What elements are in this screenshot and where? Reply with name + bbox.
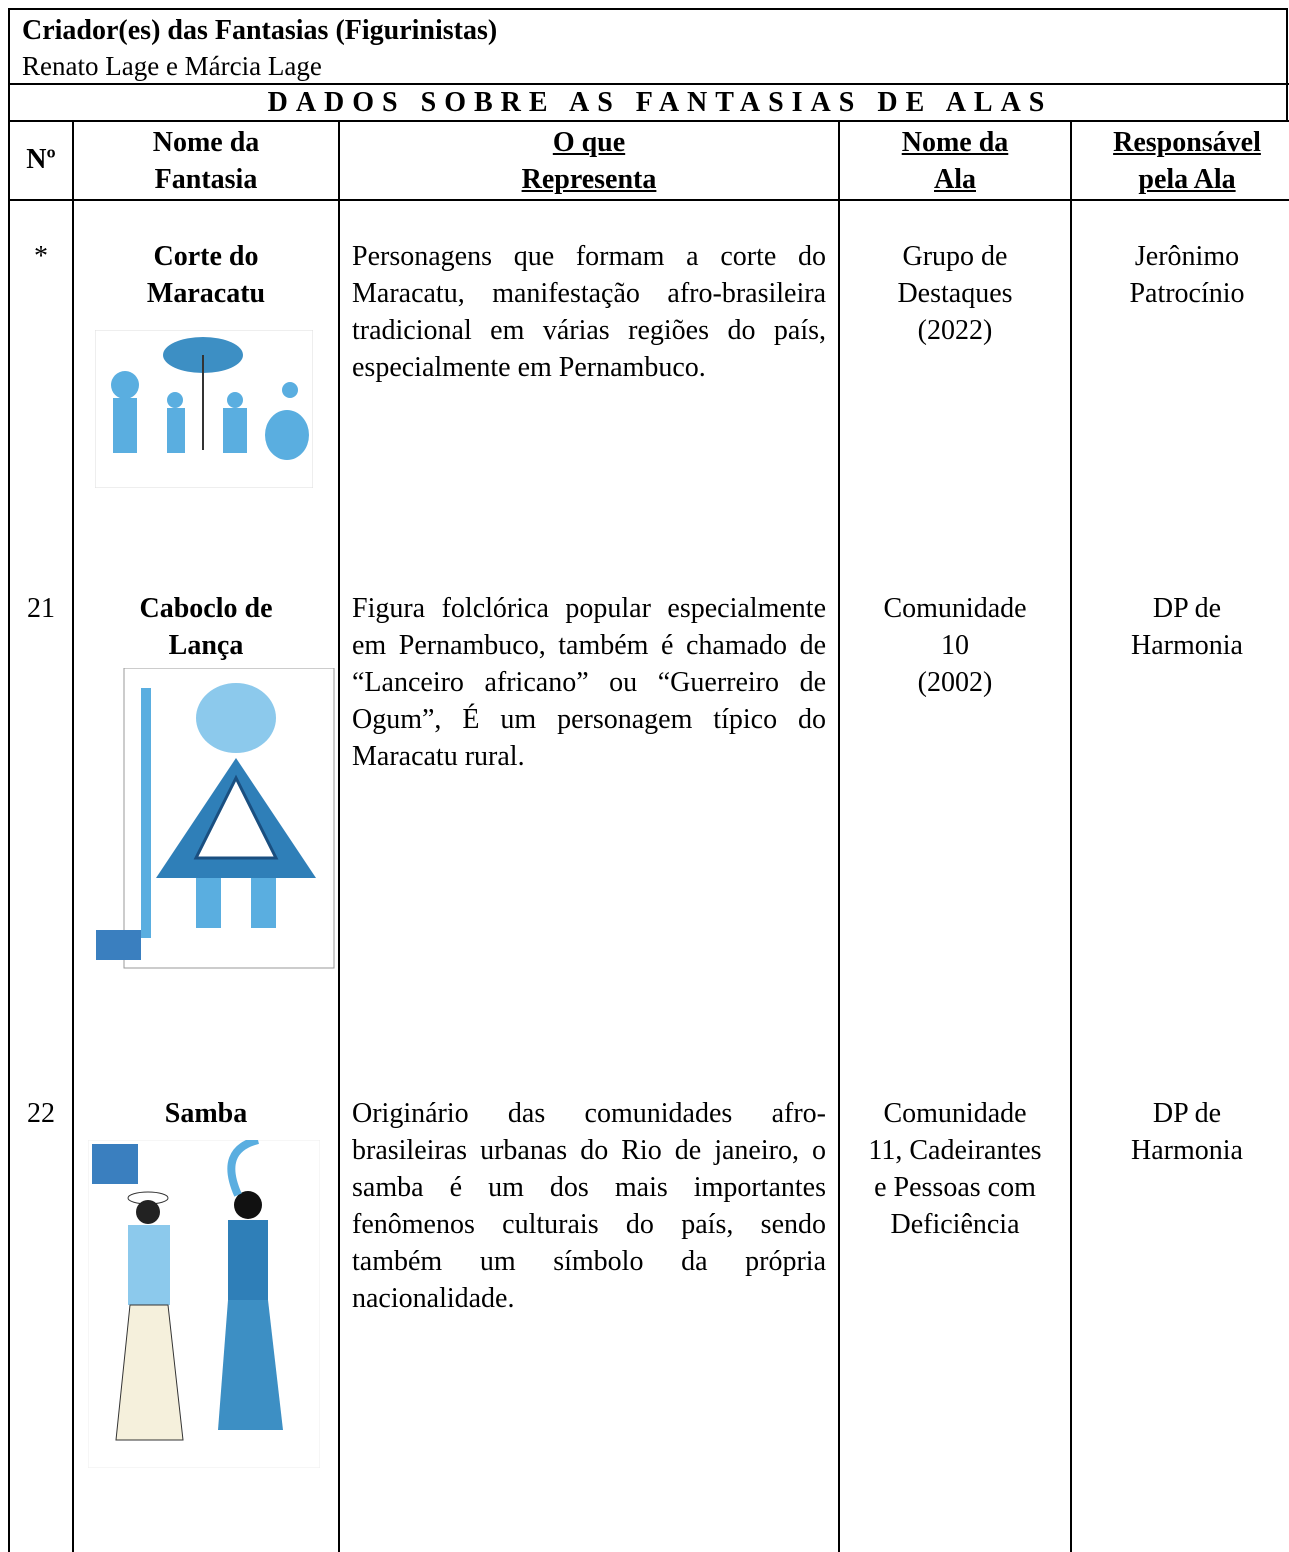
cell-name: Samba bbox=[164, 1098, 248, 1129]
table-title: DADOS SOBRE AS FANTASIAS DE ALAS bbox=[267, 87, 1053, 118]
border bbox=[338, 120, 340, 1552]
header-value: Renato Lage e Márcia Lage bbox=[22, 51, 322, 81]
border bbox=[8, 83, 1289, 85]
cell-ala: Comunidade 11, Cadeirantes e Pessoas com… bbox=[868, 1098, 1042, 1240]
header-label: Criador(es) das Fantasias (Figurinistas) bbox=[22, 15, 498, 46]
cell-number: * bbox=[34, 241, 48, 272]
border bbox=[72, 120, 74, 1552]
costume-image bbox=[88, 1140, 320, 1468]
column-header: Nº bbox=[26, 144, 56, 175]
cell-name: Corte do Maracatu bbox=[146, 241, 266, 309]
cell-ala: Grupo de Destaques (2022) bbox=[897, 241, 1013, 346]
costume-image bbox=[96, 668, 335, 969]
cell-responsible: DP de Harmonia bbox=[1131, 1098, 1243, 1166]
border bbox=[8, 120, 1289, 122]
column-header: Nome da Ala bbox=[901, 127, 1009, 195]
border bbox=[1286, 8, 1288, 121]
cell-responsible: Jerônimo Patrocínio bbox=[1129, 241, 1245, 309]
cell-ala: Comunidade 10 (2002) bbox=[883, 593, 1027, 698]
cell-responsible: DP de Harmonia bbox=[1131, 593, 1243, 661]
border bbox=[8, 8, 1288, 10]
costume-image bbox=[95, 330, 313, 488]
cell-description: Personagens que formam a corte do Maraca… bbox=[352, 241, 826, 383]
cell-description: Figura folclórica popular especialmente … bbox=[352, 593, 826, 772]
column-header: Responsável pela Ala bbox=[1113, 127, 1261, 195]
cell-number: 22 bbox=[27, 1098, 55, 1129]
border bbox=[838, 120, 840, 1552]
border bbox=[8, 8, 10, 1552]
border bbox=[1070, 120, 1072, 1552]
cell-name: Caboclo de Lança bbox=[139, 593, 273, 661]
cell-number: 21 bbox=[27, 593, 55, 624]
column-header: O que Representa bbox=[521, 127, 657, 195]
border bbox=[8, 199, 1289, 201]
cell-description: Originário das comunidades afro-brasilei… bbox=[352, 1098, 826, 1314]
column-header: Nome da Fantasia bbox=[152, 127, 260, 195]
